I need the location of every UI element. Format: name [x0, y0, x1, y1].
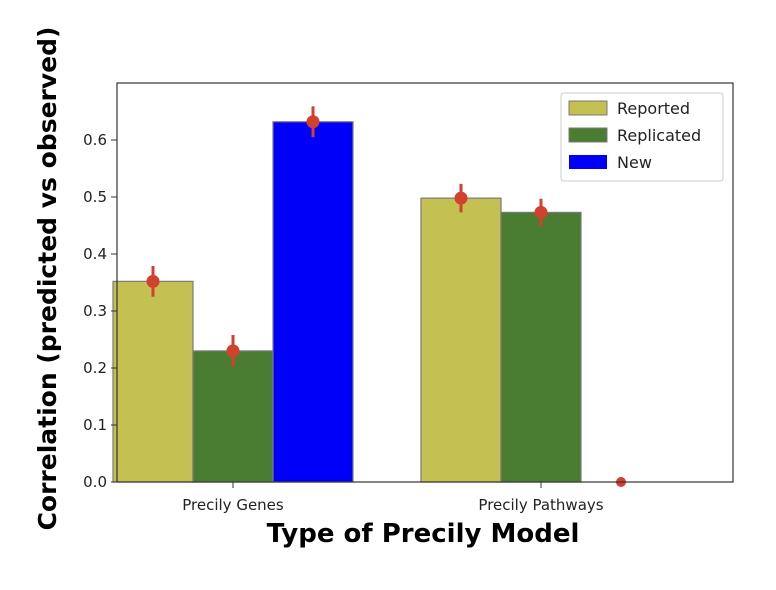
bars-layer: [112, 121, 582, 483]
bar-replicated-0: [192, 350, 274, 483]
bar-new-0: [272, 121, 354, 483]
y-axis-ticks: 0.0 0.1 0.2 0.3 0.4 0.5 0.6: [83, 131, 117, 491]
y-axis-title: Correlation (predicted vs observed): [33, 27, 62, 531]
bar-reported-1: [420, 197, 502, 483]
x-axis-ticks: Precily Genes Precily Pathways: [182, 482, 604, 514]
legend-label-reported: Reported: [617, 99, 690, 118]
x-tick-label-0: Precily Genes: [182, 496, 284, 514]
x-axis-title: Type of Precily Model: [267, 519, 580, 549]
y-tick-label-0: 0.0: [83, 473, 107, 491]
plot-frame: [116, 82, 734, 483]
y-tick-label-4: 0.4: [83, 245, 107, 263]
legend-swatch-reported: [568, 100, 608, 116]
y-tick-label-1: 0.1: [83, 416, 107, 434]
y-tick-label-2: 0.2: [83, 359, 107, 377]
y-tick-label-5: 0.5: [83, 188, 107, 206]
legend-swatch-replicated: [568, 127, 608, 143]
bar-replicated-1: [500, 211, 582, 483]
y-tick-label-3: 0.3: [83, 302, 107, 320]
legend-label-replicated: Replicated: [617, 126, 701, 145]
point-reported-0: [146, 274, 160, 288]
legend-label-new: New: [617, 153, 652, 172]
legend: Reported Replicated New: [560, 92, 724, 182]
point-replicated-0: [226, 344, 240, 358]
y-tick-label-6: 0.6: [83, 131, 107, 149]
point-new-0: [306, 115, 320, 129]
x-tick-label-1: Precily Pathways: [478, 496, 603, 514]
legend-swatch-new: [569, 155, 607, 169]
point-replicated-1: [534, 205, 548, 219]
point-reported-1: [454, 191, 468, 205]
bar-reported-0: [112, 280, 194, 483]
